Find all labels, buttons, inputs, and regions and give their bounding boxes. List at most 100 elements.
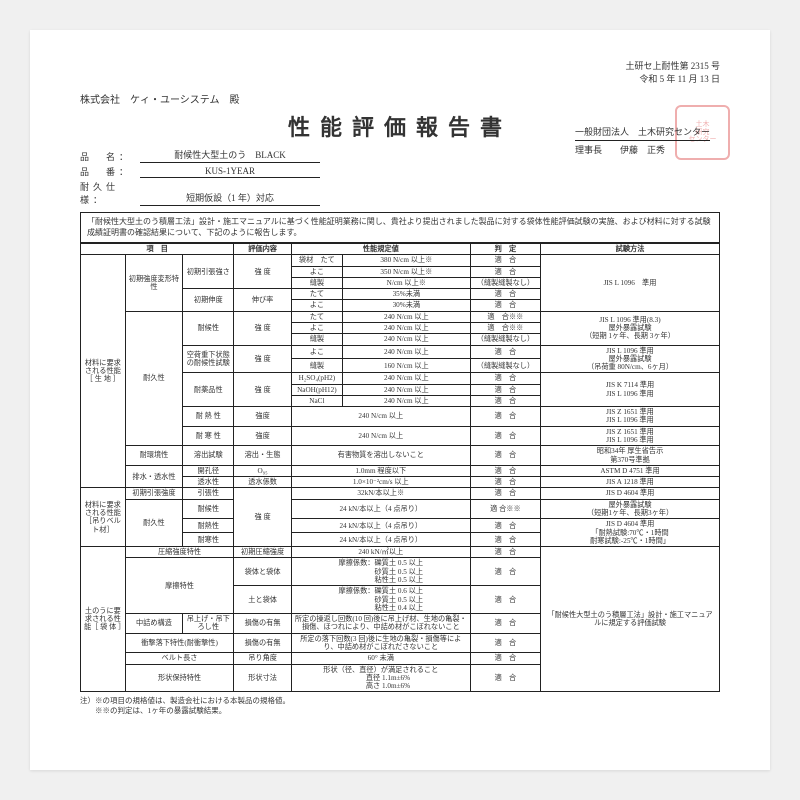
cell: 耐 寒 性 [183, 426, 234, 446]
cell: 排水・透水性 [125, 465, 183, 488]
doc-header: 土研セ上耐性第 2315 号 令和 5 年 11 月 13 日 [80, 60, 720, 85]
cell: JIS K 7114 準用 JIS L 1096 準用 [541, 373, 720, 407]
cell: 適 合 [470, 558, 540, 586]
chairman-label: 理事長 [575, 145, 602, 155]
col-item: 項 目 [81, 243, 234, 254]
cell: 溶出・生態 [234, 446, 292, 466]
performance-table: 項 目 評価内容 性能規定値 判 定 試験方法 材料に要求される性能［ 生 地 … [80, 243, 720, 692]
cell: JIS Z 1651 準用 JIS L 1096 準用 [541, 426, 720, 446]
cell: たて [291, 289, 342, 300]
cell: 240 N/cm 以上 [342, 322, 470, 333]
meta-spec-label: 耐久仕様： [80, 180, 140, 206]
grp-init: 初期強度変形特性 [125, 255, 183, 311]
cell: 適 合 [470, 519, 540, 533]
cell: 縫製 [291, 334, 342, 345]
cell: 形状（径、直径）が満足されること 直径 1.1m±6% 高さ 1.0m±6% [291, 664, 470, 692]
cell: 適 合 [470, 465, 540, 476]
cell: 所定の操返し回数(10 回)後に吊上げ材、生地の亀裂・損傷、ほつれにより、中詰め… [291, 614, 470, 634]
cell: 1.0×10⁻²cm/s 以上 [291, 477, 470, 488]
cell: 所定の落下回数(3 回)後に生地の亀裂・損傷等により、中詰め材がこぼれださないこ… [291, 633, 470, 653]
chairman-name: 伊藤 正秀 [620, 145, 665, 155]
cat-belt: 材料に要求される性能［吊りベルト材］ [81, 488, 126, 547]
col-judge: 判 定 [470, 243, 540, 254]
doc-number: 土研セ上耐性第 2315 号 [80, 60, 720, 73]
cell: 圧縮強度特性 [125, 547, 234, 558]
cell: 適 合 [470, 446, 540, 466]
cell: 1.0mm 程度以下 [291, 465, 470, 476]
cell: 透水性 [183, 477, 234, 488]
cell: 適 合 [470, 373, 540, 384]
cell: 160 N/cm 以上 [342, 359, 470, 373]
cell: 適 合 [470, 255, 540, 266]
footnote: 注）※の項目の規格値は、製造会社における本製品の規格値。 ※※の判定は、1ヶ年の… [80, 696, 720, 716]
cell: 適 合 [470, 547, 540, 558]
doc-date: 令和 5 年 11 月 13 日 [80, 73, 720, 86]
cell: 適 合 [470, 266, 540, 277]
col-criteria: 性能規定値 [291, 243, 470, 254]
cell: 有害物質を溶出しないこと [291, 446, 470, 466]
cell: （縫製縫製なし） [470, 277, 540, 288]
cell: 耐 熱 性 [183, 407, 234, 427]
cell: 形状保持特性 [125, 664, 234, 692]
cell: 袋材 たて [291, 255, 342, 266]
table-row: 耐久性 耐候性 強 度 たて240 N/cm 以上適 合※※ JIS L 109… [81, 311, 720, 322]
cell: 適 合 [470, 533, 540, 547]
cell: 初期伸度 [183, 289, 234, 312]
meta-number-row: 品 番： KUS-1YEAR [80, 165, 720, 178]
cell: 摩擦係数：礫質土 0.5 以上 砂質土 0.5 以上 粘性土 0.5 以上 [291, 558, 470, 586]
cell: 240 N/cm 以上 [342, 384, 470, 395]
cell: ベルト長さ [125, 653, 234, 664]
cell: 適 合 [470, 300, 540, 311]
cell: 耐候性 [183, 499, 234, 519]
organization-block: 一般財団法人 土木研究センター 理事長 伊藤 正秀 [575, 125, 710, 158]
cell: 強 度 [234, 373, 292, 407]
cell: たて [291, 311, 342, 322]
cell: JIS D 4604 準用 「耐熱試験:70℃・1時間 耐寒試験:-25℃・1時… [541, 519, 720, 547]
cell: 240 N/cm 以上 [342, 395, 470, 406]
cell: 損傷の有無 [234, 633, 292, 653]
cell: 吊り角度 [234, 653, 292, 664]
cell: ASTM D 4751 準用 [541, 465, 720, 476]
cell: 透水係数 [234, 477, 292, 488]
cell: N/cm 以上※ [342, 277, 470, 288]
cell: 適 合※※ [470, 499, 540, 519]
cell: 強 度 [234, 255, 292, 289]
cell: よこ [291, 300, 342, 311]
cell: 初期引張強さ [183, 255, 234, 289]
cell: 適 合※※ [470, 311, 540, 322]
meta-name-label: 品 名： [80, 150, 140, 163]
cell: 昭和34年 厚生省告示 第370号準拠 [541, 446, 720, 466]
cell: JIS L 1096 準用 [541, 255, 720, 311]
recipient: 株式会社 ケィ・ユーシステム 殿 [80, 91, 720, 106]
cell: 240 N/cm 以上 [342, 334, 470, 345]
cell: 耐寒性 [183, 533, 234, 547]
col-method: 試験方法 [541, 243, 720, 254]
cell: 耐薬品性 [183, 373, 234, 407]
meta-number-label: 品 番： [80, 165, 140, 178]
cell: 土と袋体 [234, 586, 292, 614]
cell: 強 度 [234, 311, 292, 345]
cell: 損傷の有無 [234, 614, 292, 634]
cell: 形状寸法 [234, 664, 292, 692]
cell: 60° 未満 [291, 653, 470, 664]
cell: （縫製縫製なし） [470, 359, 540, 373]
cell: 適 合 [470, 664, 540, 692]
cell: 初期圧縮強度 [234, 547, 292, 558]
col-content: 評価内容 [234, 243, 292, 254]
cell: 適 合 [470, 586, 540, 614]
cell: （縫製縫製なし） [470, 334, 540, 345]
cell: 適 合 [470, 477, 540, 488]
meta-number-value: KUS-1YEAR [140, 166, 320, 178]
cell: 適 合 [470, 426, 540, 446]
cell: 240 N/cm 以上 [342, 345, 470, 359]
document-page: 土研セ上耐性第 2315 号 令和 5 年 11 月 13 日 株式会社 ケィ・… [30, 30, 770, 770]
cell: 24 kN/本以上（4 点吊り） [291, 499, 470, 519]
cell: 耐環境性 [125, 446, 183, 466]
cell: 開孔径 [183, 465, 234, 476]
cell: 適 合 [470, 633, 540, 653]
cell: 32kN/本以上※ [291, 488, 470, 499]
table-row: 耐環境性溶出試験溶出・生態有害物質を溶出しないこと適 合昭和34年 厚生省告示 … [81, 446, 720, 466]
cat-mat-life: 材料に要求される性能［ 生 地 ］ [81, 255, 126, 488]
cell: 耐熱性 [183, 519, 234, 533]
cell: H₂SO₄(pH2) [291, 373, 342, 384]
